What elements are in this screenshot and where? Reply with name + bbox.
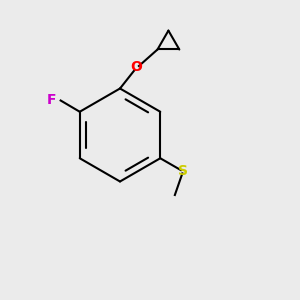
Text: F: F [46,93,56,106]
Text: S: S [178,164,188,178]
Text: O: O [130,61,142,74]
